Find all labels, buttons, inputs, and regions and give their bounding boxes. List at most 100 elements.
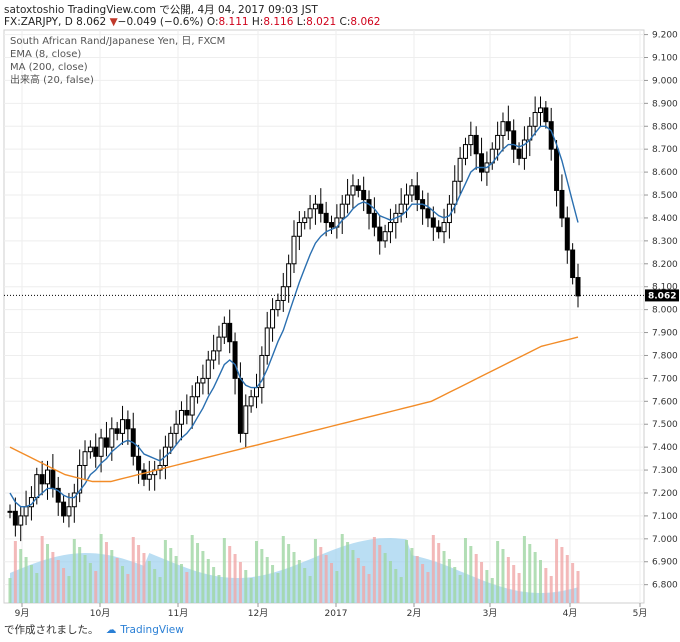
volume-bar bbox=[78, 547, 82, 603]
volume-bar bbox=[83, 555, 87, 603]
price-tick-label: 8.700 bbox=[652, 145, 678, 155]
candle-body bbox=[243, 405, 249, 434]
volume-bar bbox=[228, 546, 232, 603]
candle-body bbox=[87, 446, 93, 453]
candle-body bbox=[554, 148, 560, 191]
volume-bar bbox=[335, 571, 339, 603]
volume-bar bbox=[265, 557, 269, 603]
volume-bar bbox=[29, 565, 33, 603]
candle-body bbox=[564, 217, 570, 251]
volume-bar bbox=[458, 575, 462, 603]
volume-bars bbox=[8, 534, 580, 603]
candle-body bbox=[195, 382, 201, 398]
price-tick-label: 6.800 bbox=[652, 581, 678, 591]
symbol-line: FX:ZARJPY, D 8.062 ▼−0.049 (−0.6%) O:8.1… bbox=[4, 16, 380, 28]
candle-body bbox=[468, 134, 474, 146]
candle-body bbox=[237, 377, 243, 434]
volume-bar bbox=[121, 566, 125, 603]
legend-volume[interactable]: 出来高 (20, false) bbox=[10, 73, 94, 86]
candle-body bbox=[173, 423, 179, 434]
price-tick-label: 6.900 bbox=[652, 558, 678, 568]
legend-ma[interactable]: MA (200, close) bbox=[10, 62, 88, 73]
candle-body bbox=[296, 222, 302, 237]
candle-body bbox=[66, 506, 72, 517]
volume-bar bbox=[238, 562, 242, 603]
volume-bar bbox=[340, 534, 344, 603]
volume-bar bbox=[571, 563, 575, 603]
candle-body bbox=[371, 212, 377, 228]
price-change: −0.049 (−0.6%) bbox=[117, 16, 204, 28]
price-tick-label: 7.200 bbox=[652, 489, 678, 499]
price-tick-label: 7.900 bbox=[652, 329, 678, 339]
last-price-label: 8.062 bbox=[648, 291, 676, 301]
time-tick-label: 2月 bbox=[407, 608, 422, 619]
volume-bar bbox=[158, 577, 162, 603]
volume-bar bbox=[480, 562, 484, 603]
legend-ema[interactable]: EMA (8, close) bbox=[10, 49, 81, 60]
time-tick-label: 4月 bbox=[563, 608, 578, 619]
footer-text: で作成されました。 bbox=[4, 624, 99, 636]
volume-bar bbox=[104, 542, 108, 603]
volume-bar bbox=[110, 550, 114, 603]
price-tick-label: 7.600 bbox=[652, 397, 678, 407]
candle-body bbox=[45, 469, 51, 485]
candle-body bbox=[441, 222, 447, 233]
candle-body bbox=[82, 451, 88, 466]
low-value: 8.021 bbox=[306, 16, 337, 28]
time-axis[interactable]: 9月 10月 11月 12月 2017 2月 3月 4月 5月 bbox=[15, 603, 648, 619]
candle-body bbox=[516, 148, 522, 159]
volume-bar bbox=[46, 544, 50, 603]
volume-bar bbox=[426, 572, 430, 603]
volume-bar bbox=[576, 571, 580, 603]
candle-body bbox=[12, 510, 18, 526]
candle-body bbox=[98, 437, 104, 457]
volume-bar bbox=[62, 568, 66, 603]
price-chart[interactable]: 9.200 9.100 9.000 8.900 8.800 8.700 8.600 8.500… bbox=[0, 28, 680, 620]
candle-body bbox=[7, 510, 13, 513]
candle-body bbox=[436, 226, 442, 233]
price-tick-label: 8.800 bbox=[652, 122, 678, 132]
price-axis[interactable]: 9.200 9.100 9.000 8.900 8.800 8.700 8.600 8.500… bbox=[644, 31, 679, 591]
candle-body bbox=[39, 474, 45, 485]
candle-body bbox=[575, 277, 581, 297]
volume-bar bbox=[13, 541, 17, 603]
username[interactable]: satoxtoshio bbox=[4, 4, 65, 16]
price-tick-label: 8.000 bbox=[652, 306, 678, 316]
volume-bar bbox=[196, 543, 200, 603]
price-tick-label: 7.000 bbox=[652, 535, 678, 545]
time-tick-label: 12月 bbox=[248, 608, 268, 619]
volume-bar bbox=[528, 544, 532, 603]
close-label: C: bbox=[339, 16, 351, 28]
candle-body bbox=[366, 199, 372, 214]
volume-bar bbox=[544, 568, 548, 603]
candle-body bbox=[318, 203, 324, 214]
volume-bar bbox=[163, 540, 167, 603]
candle-body bbox=[157, 464, 163, 471]
candle-body bbox=[570, 249, 576, 279]
volume-bar bbox=[490, 578, 494, 603]
tradingview-logo-icon[interactable]: ☁ bbox=[105, 624, 117, 636]
low-label: L: bbox=[296, 16, 307, 28]
volume-bar bbox=[485, 570, 489, 603]
volume-bar bbox=[501, 549, 505, 603]
price-tick-label: 7.500 bbox=[652, 420, 678, 430]
candle-body bbox=[93, 446, 99, 457]
volume-bar bbox=[453, 567, 457, 603]
candle-body bbox=[264, 327, 270, 356]
candle-body bbox=[409, 185, 415, 196]
candle-body bbox=[34, 474, 40, 499]
candle-body bbox=[189, 396, 195, 416]
volume-bar bbox=[297, 560, 301, 603]
volume-bar bbox=[206, 559, 210, 603]
volume-bar bbox=[469, 546, 473, 603]
volume-bar bbox=[388, 561, 392, 603]
candle-body bbox=[559, 189, 565, 219]
volume-bar bbox=[512, 565, 516, 603]
candle-body bbox=[425, 208, 431, 219]
tradingview-brand[interactable]: TradingView bbox=[120, 624, 184, 636]
candle-body bbox=[329, 222, 335, 228]
legend: South African Rand/Japanese Yen, 日, FXCM… bbox=[10, 36, 225, 86]
volume-bar bbox=[147, 561, 151, 603]
volume-bar bbox=[324, 555, 328, 603]
price-tick-label: 8.600 bbox=[652, 168, 678, 178]
